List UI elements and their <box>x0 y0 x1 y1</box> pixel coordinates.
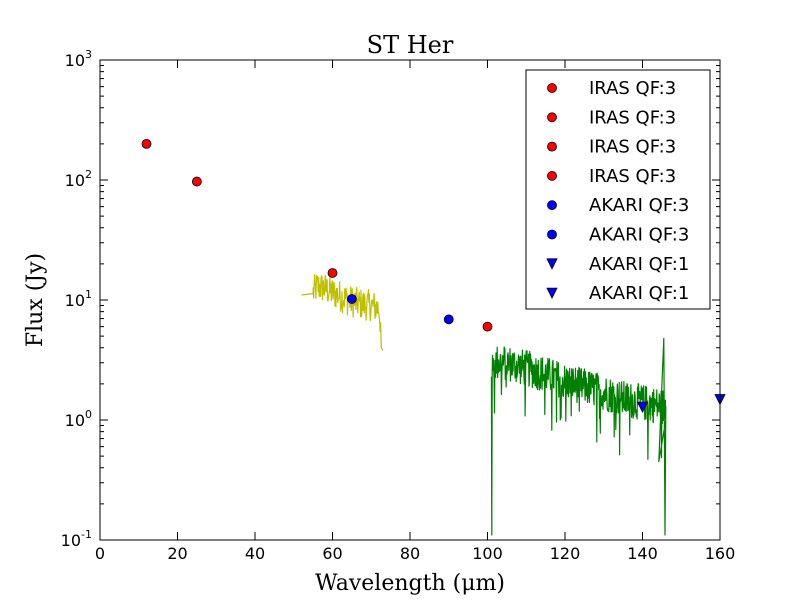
x-tick-label: 0 <box>95 544 105 563</box>
y-tick-base: 10 <box>65 291 85 310</box>
x-tick-label: 40 <box>245 544 265 563</box>
legend-marker <box>546 258 558 270</box>
y-tick-label: 101 <box>65 288 92 310</box>
legend-box <box>525 69 711 310</box>
legend-marker <box>547 170 557 181</box>
data-point-iras-qf-3 <box>141 138 152 149</box>
y-axis-label: Flux (Jy) <box>23 253 48 347</box>
legend-label: AKARI QF:1 <box>589 283 689 304</box>
data-point-iras-qf-3 <box>327 268 338 278</box>
data-point-akari-qf-3 <box>346 294 357 304</box>
x-axis-label: Wavelength (μm) <box>315 571 505 596</box>
y-tick-exponent: 2 <box>85 168 92 181</box>
y-tick-exponent: -1 <box>81 528 92 541</box>
spectra-layer <box>301 274 667 536</box>
y-tick-base: 10 <box>61 531 81 550</box>
spectrum-yellow-line <box>301 274 384 351</box>
y-tick-label: 103 <box>65 48 92 70</box>
legend-marker <box>547 141 557 152</box>
data-point-iras-qf-3 <box>482 321 493 332</box>
legend-marker <box>547 229 557 240</box>
y-tick-base: 10 <box>65 51 85 70</box>
y-tick-exponent: 3 <box>85 48 92 61</box>
data-point-akari-qf-3 <box>443 314 454 325</box>
x-tick-label: 20 <box>167 544 187 563</box>
x-axis: 0 20 40 60 80 100 120 140 160 <box>95 60 735 563</box>
x-tick-label: 140 <box>627 544 658 563</box>
legend-label: AKARI QF:3 <box>589 225 689 246</box>
legend-label: IRAS QF:3 <box>589 137 676 158</box>
markers-layer <box>141 138 726 414</box>
y-tick-base: 10 <box>65 171 85 190</box>
y-tick-label: 100 <box>65 408 92 430</box>
y-tick-label: 10-1 <box>61 528 92 550</box>
y-tick-exponent: 1 <box>85 288 92 301</box>
legend-marker <box>546 287 558 299</box>
data-point-akari-qf-1 <box>636 401 649 414</box>
x-tick-label: 120 <box>550 544 581 563</box>
legend-label: IRAS QF:3 <box>589 78 676 99</box>
data-point-iras-qf-3 <box>191 176 202 187</box>
chart-title: ST Her <box>367 31 454 59</box>
legend-marker <box>547 200 557 211</box>
legend-marker <box>547 83 557 93</box>
y-tick-exponent: 0 <box>85 408 92 421</box>
legend-label: AKARI QF:1 <box>589 254 689 275</box>
legend: IRAS QF:3 IRAS QF:3 IRAS QF:3 IRAS QF:3 AKAR… <box>525 69 711 310</box>
legend-label: IRAS QF:3 <box>589 107 676 128</box>
spectrum-green-line <box>490 337 667 536</box>
y-tick-base: 10 <box>65 411 85 430</box>
legend-label: IRAS QF:3 <box>589 166 676 187</box>
x-tick-label: 60 <box>322 544 342 563</box>
legend-marker <box>547 112 557 123</box>
x-tick-label: 160 <box>705 544 736 563</box>
y-tick-label: 102 <box>65 168 92 190</box>
x-tick-label: 80 <box>400 544 420 563</box>
legend-label: AKARI QF:3 <box>589 195 689 216</box>
x-tick-label: 100 <box>472 544 503 563</box>
